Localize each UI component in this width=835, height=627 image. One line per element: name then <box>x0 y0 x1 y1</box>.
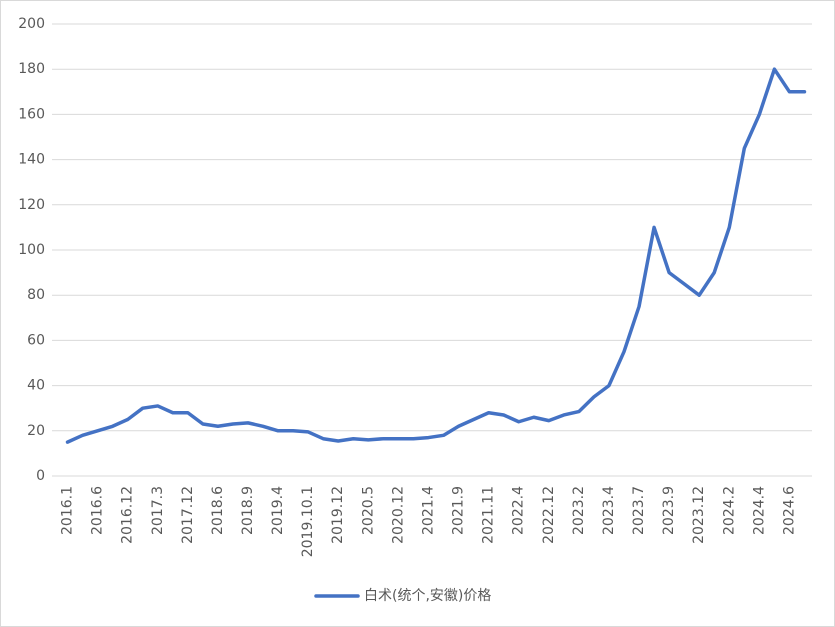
x-tick-label: 2018.9 <box>240 486 256 535</box>
y-tick-label: 160 <box>18 106 45 122</box>
y-tick-label: 200 <box>18 16 45 32</box>
y-tick-label: 100 <box>18 242 45 258</box>
x-tick-label: 2021.4 <box>420 486 436 535</box>
x-tick-label: 2019.4 <box>270 486 286 535</box>
y-tick-label: 40 <box>27 378 45 394</box>
x-tick-label: 2016.1 <box>60 486 76 535</box>
x-tick-label: 2022.12 <box>541 486 557 544</box>
data-line <box>65 67 807 444</box>
x-tick-label: 2024.6 <box>781 486 797 535</box>
x-tick-label: 2020.5 <box>360 486 376 535</box>
x-tick-label: 2016.6 <box>90 486 106 535</box>
y-tick-label: 0 <box>36 468 45 484</box>
x-tick-label: 2023.12 <box>691 486 707 544</box>
y-tick-label: 60 <box>27 332 45 348</box>
x-tick-label: 2017.12 <box>180 486 196 544</box>
y-tick-label: 180 <box>18 61 45 77</box>
x-tick-label: 2023.9 <box>661 486 677 535</box>
x-tick-label: 2023.4 <box>601 486 617 535</box>
y-tick-label: 140 <box>18 152 45 168</box>
x-tick-label: 2019.12 <box>330 486 346 544</box>
y-tick-label: 120 <box>18 197 45 213</box>
x-tick-label: 2024.2 <box>721 486 737 535</box>
x-tick-label: 2022.4 <box>511 486 527 535</box>
x-tick-label: 2019.10.1 <box>300 486 316 557</box>
legend-label: 白术(统个,安徽)价格 <box>364 588 491 604</box>
x-tick-label: 2018.6 <box>210 486 226 535</box>
y-tick-label: 80 <box>27 287 45 303</box>
x-tick-label: 2023.7 <box>631 486 647 535</box>
x-tick-label: 2017.3 <box>150 486 166 535</box>
x-tick-label: 2021.9 <box>451 486 467 535</box>
x-tick-label: 2020.12 <box>390 486 406 544</box>
y-tick-label: 20 <box>27 423 45 439</box>
x-tick-label: 2023.2 <box>571 486 587 535</box>
x-tick-label: 2021.11 <box>481 486 497 544</box>
x-tick-label: 2024.4 <box>751 486 767 535</box>
x-tick-label: 2016.12 <box>120 486 136 544</box>
